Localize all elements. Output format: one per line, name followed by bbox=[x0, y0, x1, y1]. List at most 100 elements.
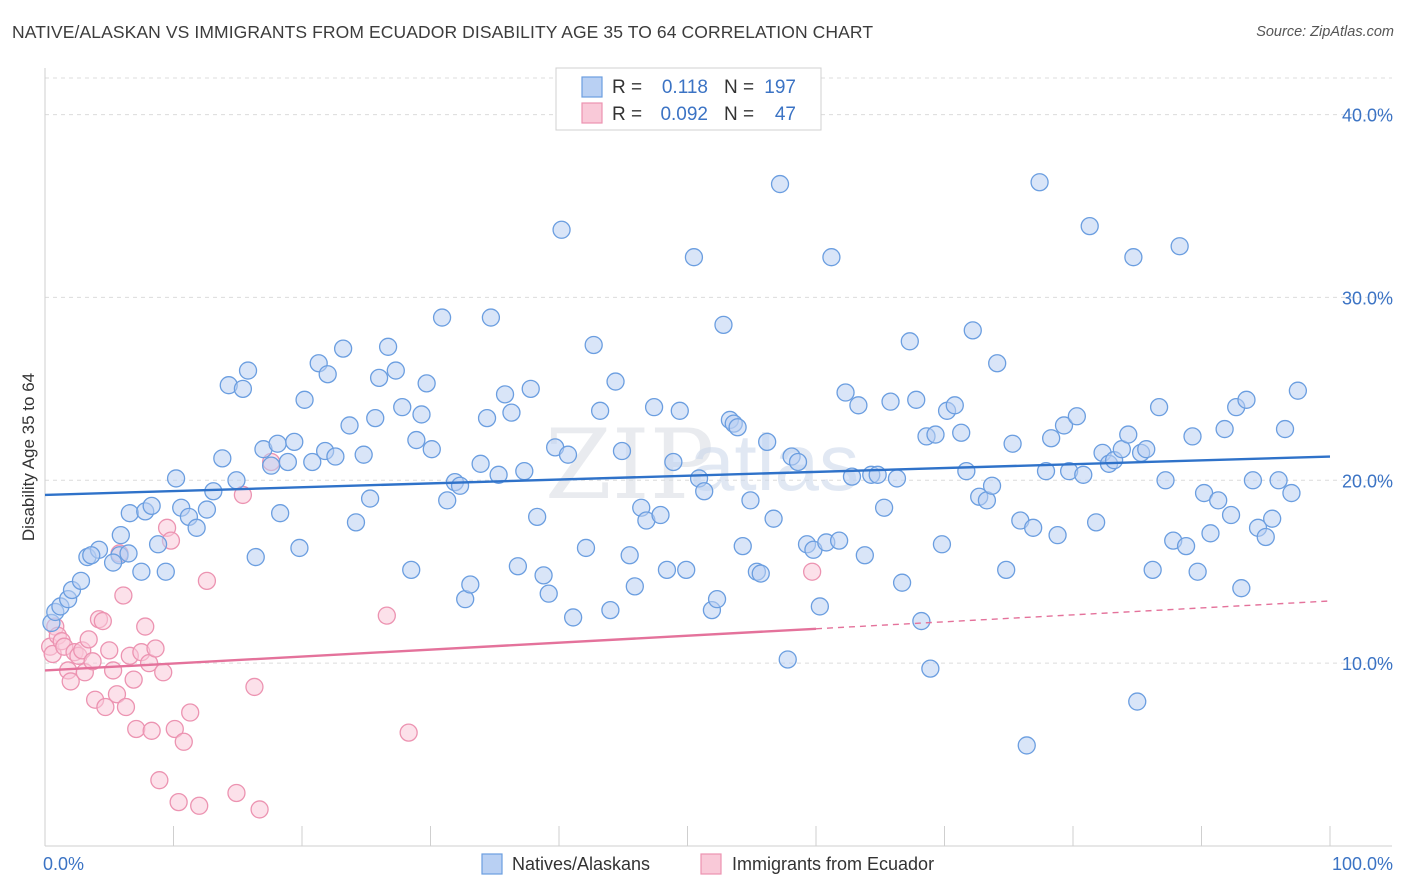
natives-point bbox=[1030, 173, 1049, 192]
legend-swatch-pink bbox=[581, 102, 603, 124]
natives-point bbox=[900, 332, 919, 351]
natives-point bbox=[278, 452, 298, 472]
legend-n-label-pink: N = bbox=[724, 104, 754, 125]
natives-point bbox=[1194, 483, 1214, 503]
natives-point bbox=[515, 461, 534, 481]
natives-point bbox=[657, 560, 677, 580]
natives-point bbox=[103, 553, 123, 572]
ecuador-point bbox=[377, 606, 396, 625]
natives-point bbox=[957, 461, 976, 481]
ecuador-point bbox=[181, 703, 200, 722]
natives-point bbox=[1176, 536, 1196, 556]
y-tick-label: 30.0% bbox=[1342, 288, 1393, 308]
natives-point bbox=[422, 440, 441, 459]
natives-point bbox=[262, 456, 281, 475]
natives-point bbox=[1042, 429, 1061, 448]
natives-point bbox=[552, 220, 571, 239]
natives-point bbox=[1232, 579, 1251, 598]
natives-point bbox=[988, 354, 1007, 373]
natives-point bbox=[684, 248, 704, 267]
natives-point bbox=[393, 397, 412, 417]
natives-point bbox=[907, 390, 926, 409]
natives-point bbox=[1024, 518, 1043, 537]
natives-point bbox=[1080, 216, 1099, 236]
natives-point bbox=[741, 491, 760, 510]
natives-point bbox=[733, 536, 752, 556]
natives-point bbox=[412, 405, 431, 424]
natives-point bbox=[407, 430, 426, 450]
natives-point bbox=[1128, 692, 1147, 711]
natives-point bbox=[952, 423, 971, 442]
legend-swatch-blue bbox=[581, 76, 603, 98]
natives-point bbox=[1149, 397, 1169, 417]
legend-r-value-blue: 0.118 bbox=[662, 77, 708, 98]
natives-point bbox=[982, 476, 1002, 495]
natives-point bbox=[1054, 416, 1074, 435]
ecuador-point bbox=[142, 721, 161, 740]
natives-point bbox=[489, 465, 508, 484]
natives-point bbox=[1036, 461, 1056, 481]
natives-point bbox=[849, 396, 868, 415]
legend-n-value-blue: 197 bbox=[764, 77, 796, 98]
natives-point bbox=[1288, 381, 1308, 400]
ecuador-point bbox=[100, 641, 119, 660]
x-tick-label-max: 100.0% bbox=[1332, 854, 1393, 874]
natives-point bbox=[677, 560, 696, 580]
natives-point bbox=[432, 308, 452, 327]
natives-trendline bbox=[44, 455, 1331, 497]
ecuador-point bbox=[399, 723, 418, 742]
natives-point bbox=[148, 535, 168, 554]
ecuador-point bbox=[227, 783, 246, 803]
natives-point bbox=[1003, 434, 1022, 453]
natives-point bbox=[438, 491, 457, 510]
natives-point bbox=[963, 321, 982, 340]
natives-point bbox=[912, 611, 931, 631]
natives-point bbox=[1017, 736, 1036, 755]
natives-point bbox=[450, 476, 470, 495]
natives-point bbox=[166, 469, 186, 488]
natives-point bbox=[156, 562, 175, 581]
natives-point bbox=[822, 248, 841, 267]
natives-point bbox=[932, 535, 952, 554]
ecuador-point bbox=[79, 630, 98, 649]
natives-point bbox=[471, 454, 490, 473]
natives-point bbox=[728, 418, 747, 437]
ecuador-point bbox=[146, 639, 165, 658]
natives-point bbox=[887, 469, 907, 488]
ecuador-trendline-dashed bbox=[815, 600, 1331, 630]
ecuador-point bbox=[190, 796, 209, 815]
natives-point bbox=[695, 482, 714, 501]
natives-point bbox=[1263, 509, 1282, 528]
natives-point bbox=[1256, 527, 1275, 547]
natives-point bbox=[788, 452, 808, 472]
ecuador-point bbox=[154, 663, 173, 682]
ecuador-point bbox=[165, 719, 184, 739]
chart-title: NATIVE/ALASKAN VS IMMIGRANTS FROM ECUADO… bbox=[12, 22, 874, 42]
natives-point bbox=[1221, 505, 1241, 525]
natives-point bbox=[360, 489, 380, 508]
natives-point bbox=[664, 452, 683, 472]
natives-point bbox=[1074, 465, 1093, 484]
natives-point bbox=[481, 308, 501, 327]
natives-point bbox=[1119, 425, 1138, 444]
natives-point bbox=[601, 600, 620, 620]
natives-point bbox=[1156, 471, 1175, 490]
trendlines bbox=[44, 455, 1331, 672]
natives-point bbox=[997, 560, 1016, 580]
natives-point bbox=[1269, 471, 1288, 490]
natives-point bbox=[477, 408, 497, 428]
natives-point bbox=[461, 575, 480, 594]
natives-point bbox=[892, 573, 912, 592]
ecuador-point bbox=[116, 697, 136, 717]
natives-point bbox=[1048, 525, 1067, 545]
natives-point bbox=[1137, 440, 1156, 459]
natives-point bbox=[111, 525, 130, 545]
natives-point bbox=[333, 339, 353, 358]
source-label: Source: ZipAtlas.com bbox=[1256, 24, 1394, 40]
bottom-legend-label-ecuador: Immigrants from Ecuador bbox=[732, 854, 934, 874]
y-tick-label: 40.0% bbox=[1342, 106, 1393, 126]
ecuador-point bbox=[96, 697, 115, 717]
natives-point bbox=[1067, 407, 1087, 426]
natives-point bbox=[576, 538, 596, 558]
